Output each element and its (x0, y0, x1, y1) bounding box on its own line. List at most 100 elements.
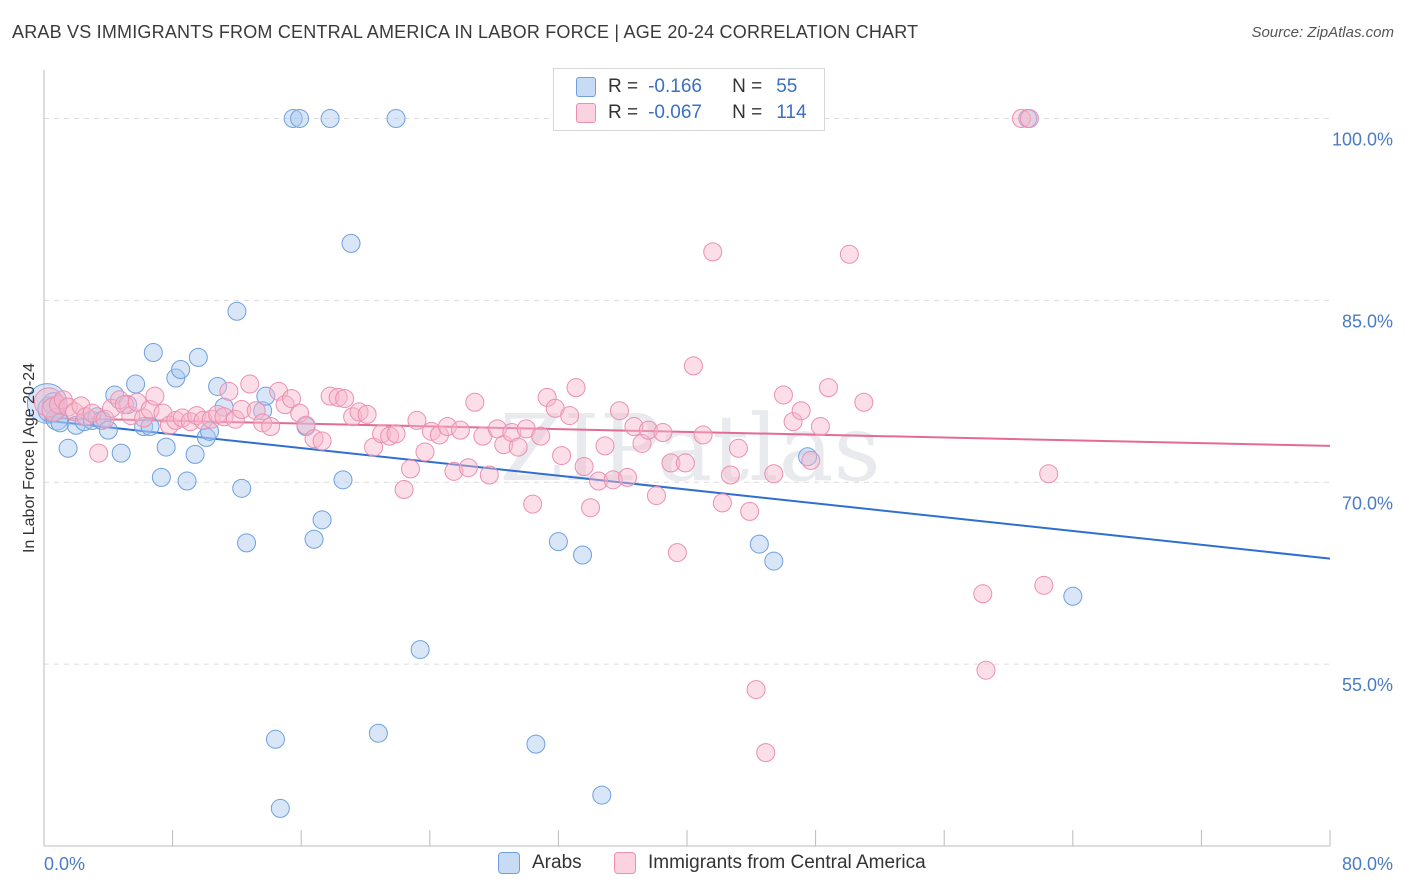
y-tick-label: 70.0% (1342, 493, 1393, 513)
central-america-point (531, 426, 551, 446)
chart-title: ARAB VS IMMIGRANTS FROM CENTRAL AMERICA … (12, 22, 919, 42)
central-america-point (653, 423, 673, 443)
central-america-point (854, 392, 874, 412)
central-america-point (646, 486, 666, 506)
x-tick-label: 80.0% (1342, 854, 1393, 874)
central-america-point (818, 378, 838, 398)
arab-point (256, 386, 276, 406)
central-america-point (976, 660, 996, 680)
arab-point (386, 109, 406, 128)
central-america-point (290, 403, 310, 423)
arab-point (1063, 586, 1083, 606)
data-points (26, 109, 1083, 818)
arab-point (185, 444, 205, 464)
source-label: Source: ZipAtlas.com (1251, 24, 1394, 41)
legend-label-central-america: Immigrants from Central America (648, 852, 926, 873)
legend-swatch-central-america (614, 852, 636, 874)
central-america-point (595, 436, 615, 456)
arab-point (548, 532, 568, 552)
central-america-point (261, 416, 281, 436)
arab-point (368, 723, 388, 743)
central-america-point (1019, 109, 1039, 128)
legend-label-arabs: Arabs (532, 852, 582, 873)
central-america-point (415, 442, 435, 462)
central-america-point (437, 416, 457, 436)
arab-point (526, 734, 546, 754)
arab-point (143, 343, 163, 363)
central-america-point (444, 461, 464, 481)
central-america-point (1039, 464, 1059, 484)
legend-r-label: R = (608, 102, 639, 123)
legend-n-label: N = (732, 76, 763, 97)
central-america-point (407, 410, 427, 430)
central-america-point (801, 450, 821, 470)
arab-point (171, 359, 191, 379)
central-america-point (502, 423, 522, 443)
arab-point (227, 301, 247, 321)
arab-point (111, 443, 131, 463)
y-tick-label: 100.0% (1332, 130, 1393, 150)
central-america-point (712, 493, 732, 513)
y-axis-label: In Labor Force | Age 20-24 (21, 363, 38, 553)
central-america-point (973, 584, 993, 604)
legend-item-central-america[interactable]: Immigrants from Central America (614, 852, 926, 874)
legend-r-label: R = (608, 76, 639, 97)
central-america-point (349, 402, 369, 422)
central-america-point (386, 424, 406, 444)
central-america-point (240, 374, 260, 394)
arab-point (134, 416, 154, 436)
arab-point (341, 233, 361, 253)
central-america-point (479, 465, 499, 485)
central-america-point (82, 403, 102, 423)
central-america-point (773, 385, 793, 405)
arab-point (98, 420, 118, 440)
central-america-point (1011, 109, 1031, 128)
trend-lines (43, 416, 1331, 560)
central-america-point (320, 386, 340, 406)
central-america-point (603, 470, 623, 490)
central-america-point (683, 356, 703, 376)
central-america-point (145, 386, 165, 406)
arab-point (573, 545, 593, 565)
central-america-point (71, 396, 91, 416)
arab-point (188, 347, 208, 367)
legend-r-value: -0.166 (648, 76, 702, 97)
central-america-point (232, 400, 252, 419)
central-america-point (1034, 575, 1054, 595)
central-america-point (187, 406, 207, 426)
arab-point (126, 374, 146, 394)
arab-point (177, 471, 197, 491)
central-america-point (740, 501, 760, 521)
legend-n-value: 114 (776, 102, 807, 123)
arab-point (200, 421, 220, 441)
central-america-trend-line (43, 416, 1331, 447)
central-america-point (764, 464, 784, 484)
arab-point (410, 640, 430, 660)
central-america-point (783, 412, 803, 432)
tick-labels: 100.0% 85.0% 70.0% 55.0% 0.0% 80.0% (44, 130, 1393, 875)
legend-n-label: N = (732, 102, 763, 123)
arab-point (151, 467, 171, 487)
correlation-legend: R = -0.166 N = 55 R = -0.067 N = 114 (553, 68, 825, 131)
central-america-point (728, 438, 748, 458)
arab-point (283, 109, 303, 128)
central-america-point (720, 465, 740, 485)
central-america-point (193, 410, 213, 430)
central-america-point (624, 416, 644, 436)
central-america-point (372, 424, 392, 444)
arab-point (156, 437, 176, 457)
central-america-point (523, 494, 543, 514)
arab-point (749, 534, 769, 554)
central-america-point (537, 387, 557, 407)
legend-item-arabs[interactable]: Arabs (498, 852, 582, 874)
arab-point (312, 510, 332, 530)
y-tick-label: 55.0% (1342, 675, 1393, 695)
central-america-point (508, 437, 528, 457)
central-america-point (335, 389, 355, 409)
central-america-point (225, 409, 245, 429)
arab-point (265, 729, 285, 749)
central-america-point (450, 420, 470, 440)
x-tick-label: 0.0% (44, 854, 85, 874)
arab-point (304, 529, 324, 549)
